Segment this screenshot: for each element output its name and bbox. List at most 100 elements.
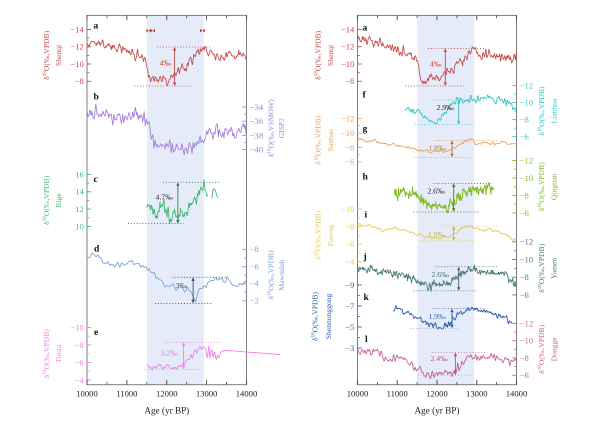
svg-text:k: k <box>364 292 370 303</box>
svg-text:1.9‰: 1.9‰ <box>428 230 446 239</box>
svg-text:−34: −34 <box>250 102 264 112</box>
svg-text:Dongge: Dongge <box>550 337 559 362</box>
svg-text:−12: −12 <box>520 318 533 328</box>
svg-text:δ18O(‰,VPDB): δ18O(‰,VPDB) <box>537 86 546 136</box>
svg-text:δ18O(‰,VPDB): δ18O(‰,VPDB) <box>314 210 323 260</box>
svg-text:−14: −14 <box>70 24 84 34</box>
svg-text:−12: −12 <box>520 155 533 165</box>
svg-text:14: 14 <box>75 187 84 197</box>
svg-text:−10: −10 <box>70 322 83 332</box>
svg-text:−2: −2 <box>250 296 259 306</box>
svg-text:−4: −4 <box>250 278 260 288</box>
svg-text:δ18O(‰,VPDB): δ18O(‰,VPDB) <box>537 162 546 212</box>
svg-text:−5: −5 <box>345 322 354 332</box>
svg-text:δ18O(‰,VPDB): δ18O(‰,VPDB) <box>314 115 323 165</box>
svg-text:3‰: 3‰ <box>176 281 188 290</box>
svg-text:12: 12 <box>75 204 84 214</box>
svg-text:10000: 10000 <box>76 389 97 399</box>
svg-text:1.8‰: 1.8‰ <box>429 143 447 152</box>
svg-text:12000: 12000 <box>426 389 447 399</box>
svg-text:−12: −12 <box>341 113 354 123</box>
svg-text:c: c <box>94 174 99 185</box>
svg-text:−10: −10 <box>341 204 354 214</box>
svg-text:Timta: Timta <box>54 344 63 362</box>
svg-text:Age (yr BP): Age (yr BP) <box>415 406 460 416</box>
svg-text:i: i <box>365 210 368 221</box>
svg-text:Shennonggong: Shennonggong <box>324 294 333 340</box>
svg-text:−10: −10 <box>70 59 83 69</box>
svg-text:−10: −10 <box>341 128 354 138</box>
svg-text:b: b <box>94 92 99 103</box>
svg-text:−36: −36 <box>250 116 264 126</box>
svg-text:Shenqi: Shenqi <box>54 45 63 66</box>
svg-text:δ18O(‰,VPDB): δ18O(‰,VPDB) <box>42 175 51 225</box>
svg-text:10: 10 <box>75 221 84 231</box>
svg-text:4.7‰: 4.7‰ <box>156 193 174 202</box>
svg-text:δ18O(‰,VPDB): δ18O(‰,VPDB) <box>537 324 546 374</box>
svg-text:14000: 14000 <box>236 389 257 399</box>
svg-text:−12: −12 <box>70 42 83 52</box>
svg-text:11000: 11000 <box>116 389 137 399</box>
svg-text:−6: −6 <box>520 370 530 380</box>
svg-text:2.4‰: 2.4‰ <box>431 354 449 363</box>
svg-text:2.6‰: 2.6‰ <box>428 186 446 195</box>
svg-text:−8: −8 <box>345 76 354 86</box>
svg-text:4‰: 4‰ <box>430 60 442 69</box>
svg-text:−40: −40 <box>250 145 263 155</box>
svg-text:g: g <box>363 124 368 135</box>
svg-text:−8: −8 <box>75 76 84 86</box>
svg-text:−6: −6 <box>520 132 530 142</box>
svg-text:3.2‰: 3.2‰ <box>161 349 179 358</box>
svg-text:Sanbao: Sanbao <box>326 129 335 152</box>
svg-text:−12: −12 <box>520 81 533 91</box>
svg-text:−10: −10 <box>520 336 533 346</box>
svg-text:Shenqi: Shenqi <box>326 45 335 66</box>
svg-text:−8: −8 <box>75 340 84 350</box>
svg-text:10000: 10000 <box>347 389 368 399</box>
svg-text:−12: −12 <box>520 237 533 247</box>
svg-text:2.6‰: 2.6‰ <box>432 270 450 279</box>
svg-text:Yamen: Yamen <box>550 258 559 279</box>
svg-text:−6: −6 <box>520 208 530 218</box>
svg-text:−6: −6 <box>345 157 355 167</box>
svg-text:Lianhua: Lianhua <box>550 98 559 124</box>
svg-text:Age (yr BP): Age (yr BP) <box>144 406 189 416</box>
svg-text:δ18O(‰,VSMOW): δ18O(‰,VSMOW) <box>266 99 275 157</box>
svg-text:Furong: Furong <box>326 224 335 246</box>
svg-text:−4: −4 <box>75 375 85 385</box>
svg-text:12000: 12000 <box>156 389 177 399</box>
svg-text:14000: 14000 <box>506 389 527 399</box>
svg-text:16: 16 <box>75 169 84 179</box>
svg-text:−8: −8 <box>520 272 529 282</box>
svg-text:−10: −10 <box>520 173 533 183</box>
svg-text:Qingtian: Qingtian <box>550 173 559 200</box>
svg-text:−3: −3 <box>345 343 354 353</box>
svg-text:f: f <box>363 90 367 101</box>
svg-text:GISP2: GISP2 <box>277 118 286 138</box>
svg-text:13000: 13000 <box>196 389 217 399</box>
svg-text:2.9‰: 2.9‰ <box>437 103 455 112</box>
svg-text:δ18O(‰,VPDB): δ18O(‰,VPDB) <box>42 30 51 80</box>
svg-text:δ18O(‰,VPDB): δ18O(‰,VPDB) <box>537 243 546 293</box>
svg-text:1.9‰: 1.9‰ <box>429 312 447 321</box>
svg-text:e: e <box>94 327 99 338</box>
svg-text:Mawmluh: Mawmluh <box>277 259 286 290</box>
svg-text:δ18O(‰,VPDB): δ18O(‰,VPDB) <box>311 292 320 342</box>
svg-text:4‰: 4‰ <box>160 58 172 67</box>
svg-text:−6: −6 <box>250 262 260 272</box>
svg-text:δ18O(‰,VPDB): δ18O(‰,VPDB) <box>266 250 275 300</box>
svg-text:−6: −6 <box>345 239 355 249</box>
svg-text:−8: −8 <box>345 142 354 152</box>
svg-text:a: a <box>363 23 368 34</box>
svg-text:11000: 11000 <box>387 389 408 399</box>
svg-text:−8: −8 <box>345 222 354 232</box>
svg-text:d: d <box>94 244 100 255</box>
svg-text:−10: −10 <box>520 98 533 108</box>
svg-text:δ18O(‰,VPDB): δ18O(‰,VPDB) <box>42 329 51 379</box>
svg-text:Rige: Rige <box>54 193 63 208</box>
svg-text:l: l <box>365 334 368 345</box>
svg-text:13000: 13000 <box>466 389 487 399</box>
svg-text:−38: −38 <box>250 130 263 140</box>
svg-text:−10: −10 <box>341 59 354 69</box>
svg-text:−10: −10 <box>520 254 533 264</box>
